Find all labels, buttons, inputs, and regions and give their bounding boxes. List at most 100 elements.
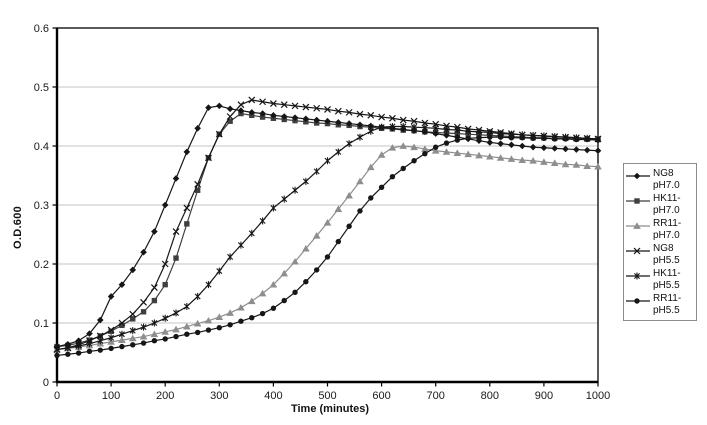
triangle-marker xyxy=(486,152,494,160)
circle-marker xyxy=(541,135,547,142)
triangle-marker xyxy=(496,154,505,161)
x-marker xyxy=(367,111,375,119)
asterisk-marker xyxy=(421,124,428,131)
triangle-legend-icon xyxy=(626,222,650,229)
circle-marker xyxy=(194,329,201,336)
circle-marker xyxy=(465,135,471,142)
asterisk-marker xyxy=(205,281,212,288)
triangle-marker xyxy=(550,159,559,167)
asterisk-marker xyxy=(454,127,461,134)
circle-marker xyxy=(508,135,515,141)
diamond-marker xyxy=(356,121,364,129)
legend-label-line: NG8 xyxy=(653,243,674,254)
asterisk-legend-icon xyxy=(626,272,650,280)
circle-marker xyxy=(97,347,103,353)
triangle-marker xyxy=(334,205,343,213)
square-marker xyxy=(184,221,190,227)
legend-label-line: HK11- xyxy=(653,193,681,204)
triangle-marker xyxy=(442,148,451,155)
asterisk-marker xyxy=(313,168,320,175)
triangle-marker xyxy=(118,336,126,344)
triangle-marker xyxy=(377,151,386,158)
asterisk-marker xyxy=(346,140,353,147)
circle-marker xyxy=(303,279,309,285)
x-marker xyxy=(118,319,126,327)
legend-label: RR11- pH5.5 xyxy=(653,293,681,317)
circle-marker xyxy=(249,314,255,321)
circle-marker xyxy=(54,352,60,359)
x-tick-label: 900 xyxy=(535,390,553,402)
circle-marker xyxy=(634,298,640,304)
diamond-marker xyxy=(280,113,288,120)
circle-marker xyxy=(487,134,493,140)
y-tick-label: 0.3 xyxy=(34,200,49,212)
asterisk-marker xyxy=(86,340,93,347)
asterisk-marker xyxy=(173,309,180,316)
square-marker xyxy=(108,328,114,334)
triangle-marker xyxy=(291,257,299,265)
diamond-marker xyxy=(594,147,602,155)
x-marker xyxy=(356,110,364,118)
circle-marker xyxy=(281,297,287,304)
circle-marker xyxy=(357,208,363,214)
circle-marker xyxy=(389,173,396,180)
series-line xyxy=(56,112,598,348)
square-marker xyxy=(259,114,266,120)
square-marker xyxy=(194,187,201,193)
x-marker xyxy=(313,104,321,112)
x-marker xyxy=(226,113,234,120)
x-tick-label: 1000 xyxy=(586,390,610,402)
asterisk-marker xyxy=(389,123,396,130)
triangle-marker xyxy=(237,303,245,311)
square-marker xyxy=(454,130,461,137)
x-marker xyxy=(280,101,288,109)
legend-label-line: pH7.0 xyxy=(653,180,680,191)
triangle-marker xyxy=(183,322,191,330)
legend-label: HK11- pH7.0 xyxy=(653,193,681,217)
x-marker xyxy=(410,117,418,125)
square-marker xyxy=(151,297,158,304)
asterisk-marker xyxy=(237,242,244,249)
triangle-marker xyxy=(323,219,332,226)
x-marker xyxy=(302,103,310,111)
legend-label-line: RR11- xyxy=(653,218,682,229)
series-line xyxy=(56,105,599,348)
asterisk-marker xyxy=(367,128,374,135)
triangle-marker xyxy=(139,332,148,340)
diamond-marker xyxy=(540,144,548,152)
circle-marker xyxy=(454,137,461,143)
x-marker xyxy=(183,204,191,212)
triangle-marker xyxy=(453,149,462,156)
diamond-marker xyxy=(118,281,126,288)
circle-marker xyxy=(130,342,136,348)
square-legend-icon xyxy=(626,198,650,204)
diamond-marker xyxy=(518,142,526,150)
circle-marker xyxy=(552,136,558,142)
x-marker xyxy=(259,98,267,106)
asterisk-marker xyxy=(248,230,255,237)
asterisk-marker xyxy=(54,346,60,353)
legend-label-line: HK11- xyxy=(653,268,681,279)
diamond-marker xyxy=(161,201,169,209)
x-marker xyxy=(107,326,115,334)
x-tick-label: 400 xyxy=(264,390,282,402)
series-line xyxy=(56,145,599,351)
diamond-marker xyxy=(96,316,104,324)
asterisk-marker xyxy=(486,129,493,136)
x-marker xyxy=(237,101,245,109)
legend-label-line: pH5.5 xyxy=(653,255,680,266)
circle-marker xyxy=(216,325,222,331)
legend-label: HK11- pH5.5 xyxy=(653,268,681,292)
triangle-marker xyxy=(410,143,418,151)
diamond-marker xyxy=(551,145,559,152)
x-marker xyxy=(150,284,158,292)
triangle-marker xyxy=(399,142,408,149)
diamond-marker xyxy=(259,110,266,117)
diamond-marker xyxy=(194,125,201,132)
circle-legend-icon xyxy=(626,298,650,304)
diamond-marker xyxy=(432,130,439,137)
y-tick-label: 0.2 xyxy=(34,259,49,271)
series-HK11-pH7-0 xyxy=(54,110,601,350)
